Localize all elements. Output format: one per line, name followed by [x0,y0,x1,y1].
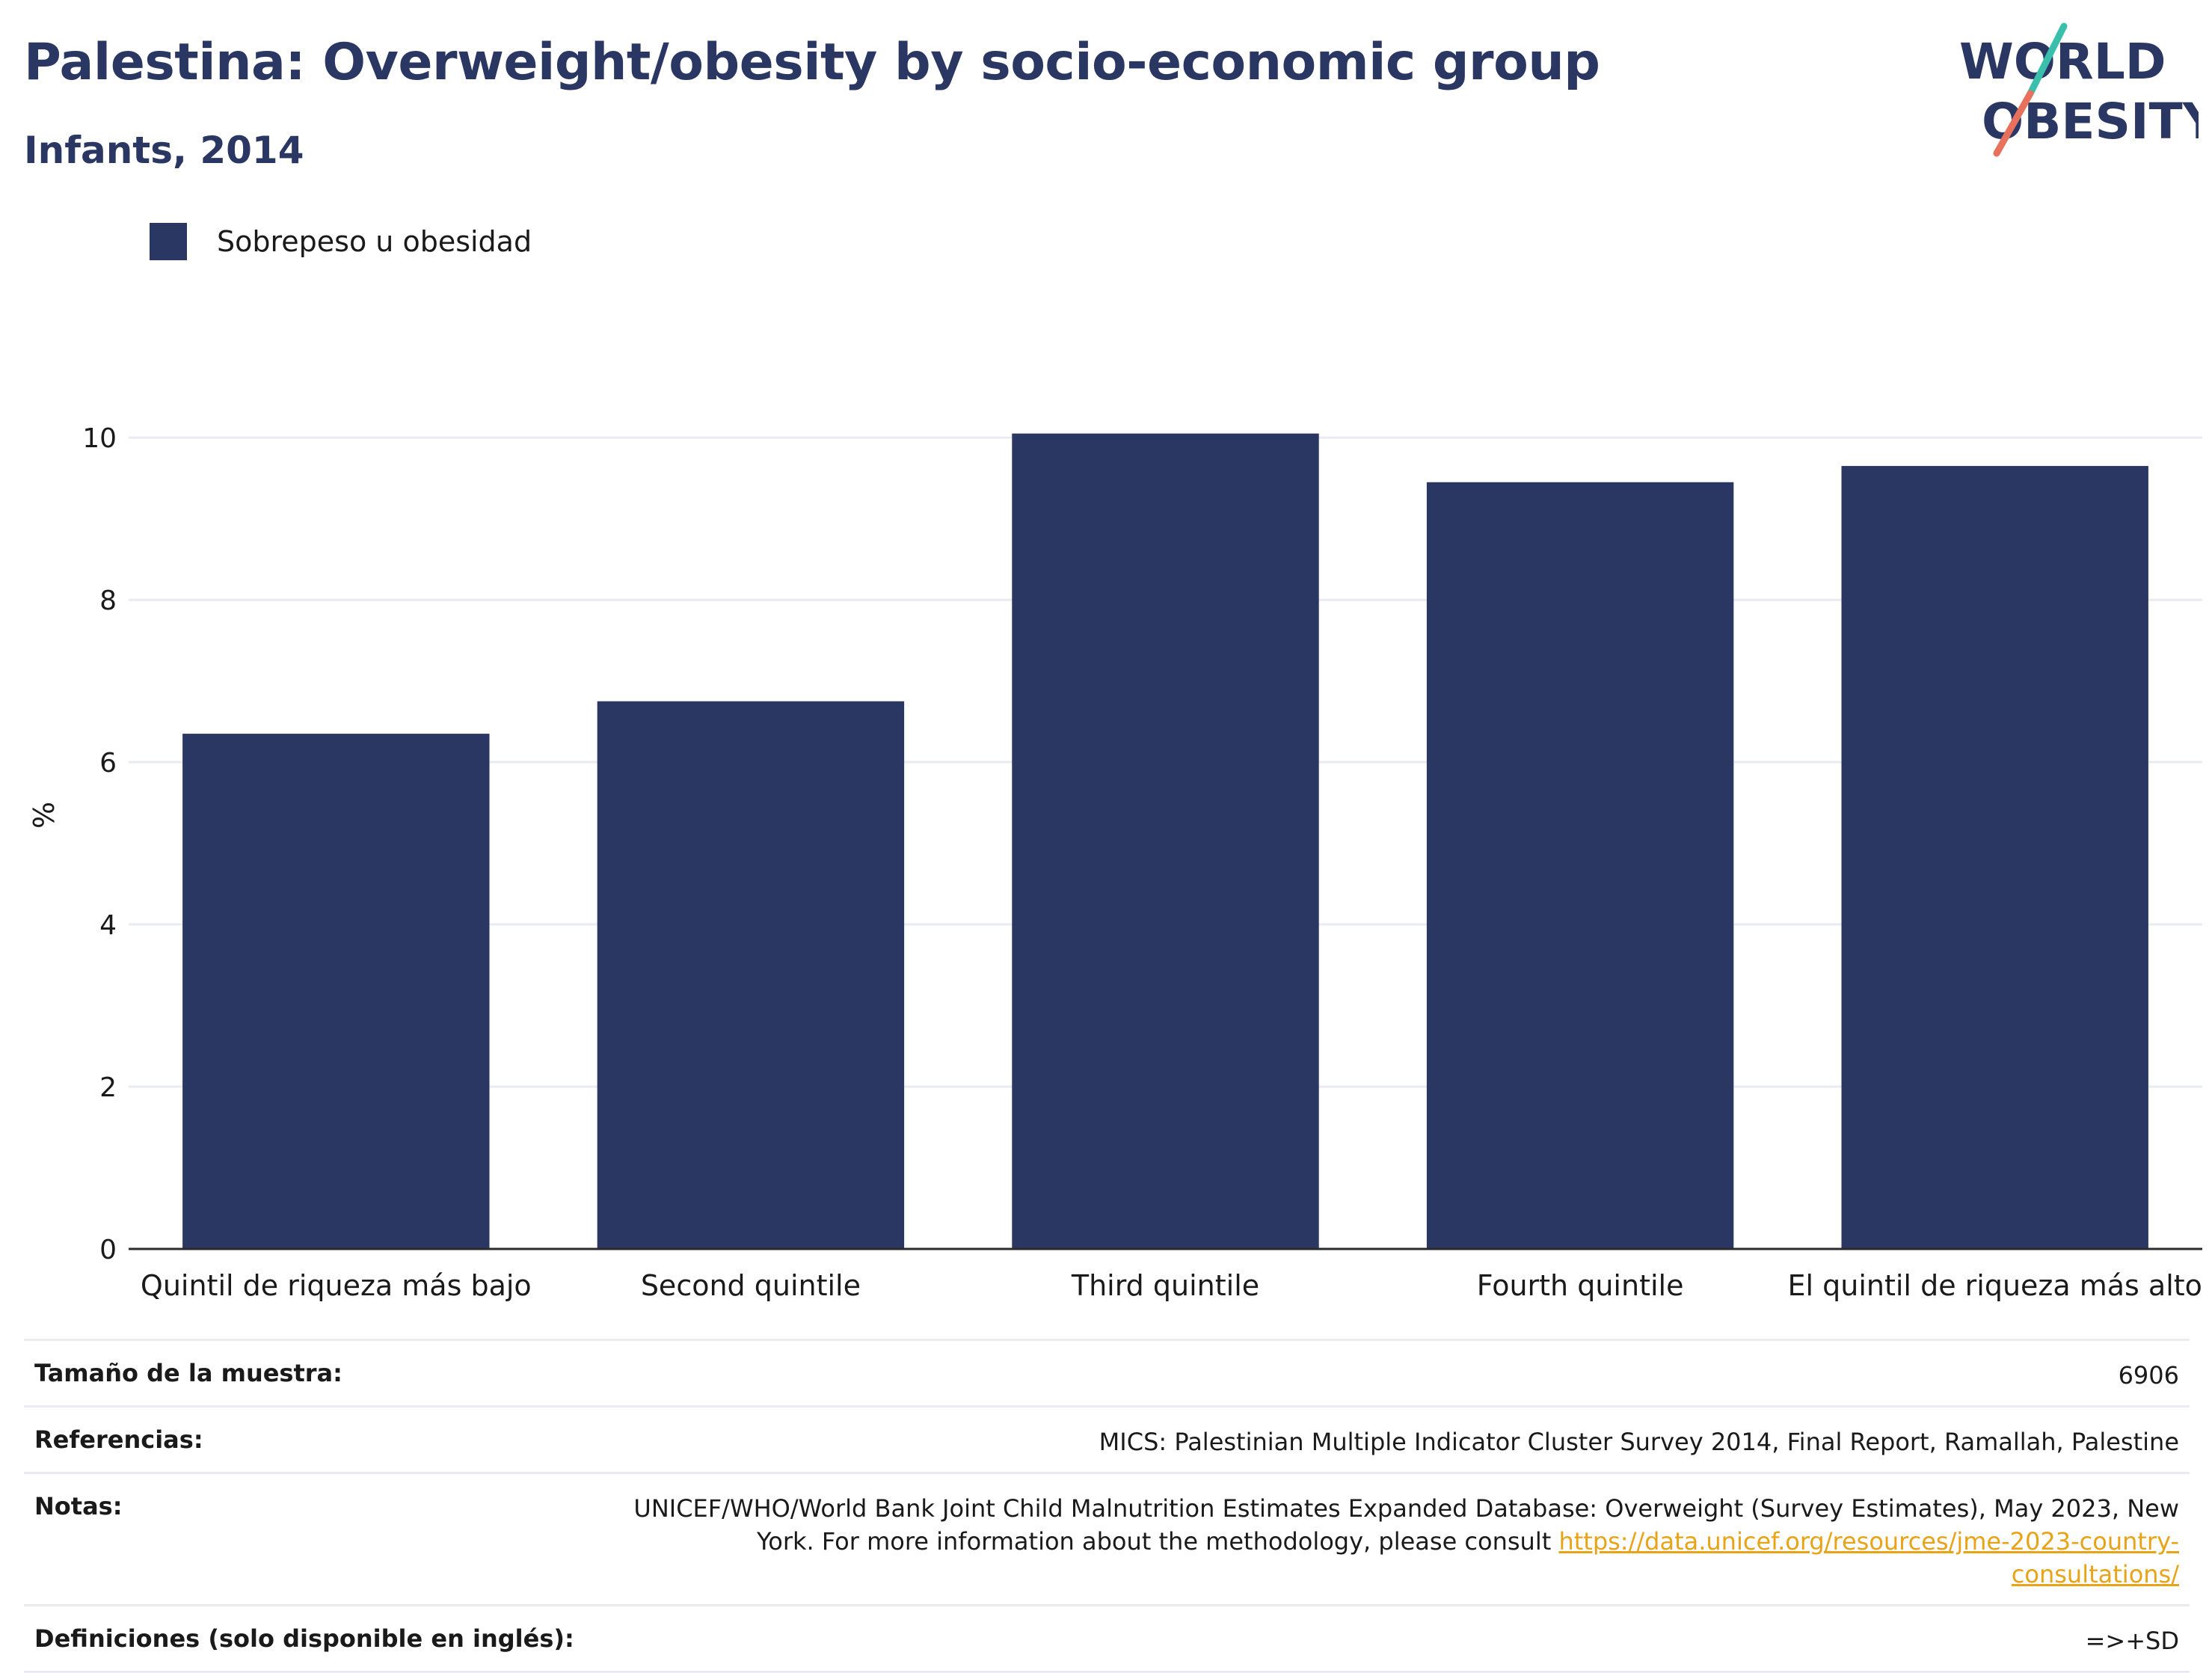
bar[interactable] [1426,482,1734,1249]
legend-swatch [150,223,187,260]
x-tick-label: Quintil de riqueza más bajo [141,1269,532,1302]
bar[interactable] [182,734,490,1249]
legend-label: Sobrepeso u obesidad [217,225,532,258]
logo-slash-top-icon [2027,22,2068,97]
footer-row-sample-size: Tamaño de la muestra: 6906 [24,1339,2190,1405]
x-tick-label: Third quintile [1071,1269,1259,1302]
references-label: Referencias: [34,1425,203,1454]
chart-subtitle: Infants, 2014 [24,129,304,172]
notes-text: UNICEF/WHO/World Bank Joint Child Malnut… [633,1494,2179,1556]
bar[interactable] [1841,466,2148,1249]
y-axis-label: % [28,802,61,829]
x-tick-label: Second quintile [641,1269,861,1302]
legend[interactable]: Sobrepeso u obesidad [150,223,532,260]
y-tick-label: 8 [99,586,117,616]
y-tick-label: 4 [99,910,117,941]
world-obesity-logo: WORLD OBESITY [1959,22,2199,157]
notes-link[interactable]: https://data.unicef.org/resources/jme-20… [1558,1527,2179,1588]
y-tick-label: 6 [99,748,117,779]
footer-row-references: Referencias: MICS: Palestinian Multiple … [24,1405,2190,1472]
references-value: MICS: Palestinian Multiple Indicator Clu… [1099,1428,2179,1456]
x-tick-label: Fourth quintile [1477,1269,1684,1302]
y-tick-label: 0 [99,1235,117,1265]
definitions-value: =>+SD [2085,1627,2179,1655]
bar-chart: 0 2 4 6 8 10 Quintil de riqueza más bajo Second… [28,423,2202,1302]
definitions-label: Definiciones (solo disponible en inglés)… [34,1624,574,1653]
footer-row-definitions: Definiciones (solo disponible en inglés)… [24,1604,2190,1673]
chart-title: Palestina: Overweight/obesity by socio-e… [24,33,1600,92]
notes-label: Notas: [34,1492,123,1520]
chart-footer: Tamaño de la muestra: 6906 Referencias: … [24,1339,2190,1673]
logo-slash-bottom-icon [1993,90,2034,157]
notes-value: UNICEF/WHO/World Bank Joint Child Malnut… [594,1492,2179,1591]
logo-text-world: WORLD [1959,33,2166,90]
bar[interactable] [597,701,905,1249]
x-tick-label: El quintil de riqueza más alto [1787,1269,2202,1302]
bar[interactable] [1012,433,1319,1249]
y-tick-label: 10 [82,423,117,454]
sample-size-value: 6906 [2118,1361,2179,1390]
sample-size-label: Tamaño de la muestra: [34,1359,342,1387]
footer-row-notes: Notas: UNICEF/WHO/World Bank Joint Child… [24,1472,2190,1604]
y-tick-label: 2 [99,1072,117,1103]
